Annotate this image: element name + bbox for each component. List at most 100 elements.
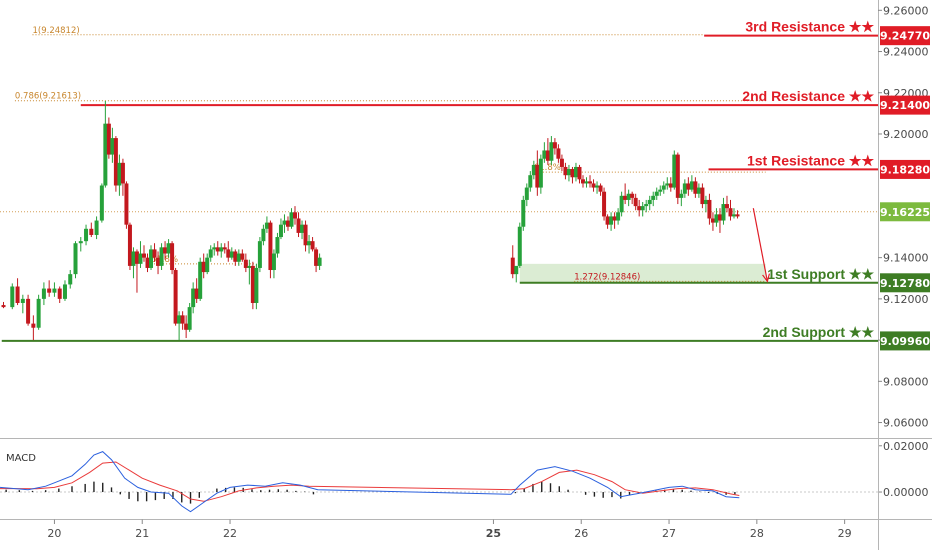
price-tick-label: 9.06000: [883, 417, 929, 430]
candle: [201, 253, 206, 279]
candle: [233, 249, 238, 266]
candle: [173, 267, 178, 326]
candle-body: [626, 193, 631, 200]
candle-body: [113, 138, 118, 186]
candle-body: [134, 251, 139, 264]
candle: [580, 175, 585, 188]
candle-body: [208, 249, 213, 258]
candle-body: [717, 214, 722, 221]
price-tag-box: [880, 159, 930, 179]
candle: [714, 208, 719, 227]
support-price-tag: 9.12780: [880, 273, 930, 293]
candle: [152, 243, 157, 262]
candle-body: [31, 323, 36, 328]
support-price-tag: 9.09960: [880, 331, 930, 351]
candle: [703, 195, 708, 213]
candle-body: [563, 166, 568, 176]
candle-body: [278, 224, 283, 238]
candle: [665, 177, 670, 190]
candle-body: [552, 142, 557, 149]
candle: [310, 237, 315, 252]
candle-body: [106, 123, 111, 155]
candle-body: [531, 164, 536, 176]
price-tag-text: 9.24770: [880, 30, 930, 43]
candle: [538, 154, 543, 194]
candle: [524, 183, 529, 207]
candle: [138, 241, 143, 268]
candle-body: [201, 261, 206, 273]
candle: [103, 100, 108, 188]
candle: [282, 214, 287, 233]
candle-body: [644, 204, 649, 207]
candle-body: [672, 154, 677, 188]
candle-body: [184, 323, 189, 330]
candle-body: [647, 199, 652, 205]
candle-body: [654, 191, 659, 196]
candle-body: [282, 220, 287, 225]
candle-body: [243, 259, 248, 268]
candle-body: [528, 175, 533, 188]
candle-body: [159, 247, 164, 266]
support-zone-rect: [519, 263, 766, 283]
price-tick-label: 9.08000: [883, 375, 929, 388]
candle-body: [556, 148, 561, 159]
candle: [317, 253, 322, 271]
macd-tick-label: 0.00000: [883, 486, 929, 499]
fib-level-label: 61.8%: [534, 163, 561, 173]
candle: [113, 136, 118, 192]
candle: [602, 187, 607, 221]
candle: [120, 158, 125, 196]
candle: [184, 315, 189, 339]
candle: [254, 263, 259, 310]
candle-body: [127, 224, 132, 266]
candle-body: [521, 199, 526, 227]
candle: [271, 249, 276, 279]
time-tick-label: 29: [838, 527, 852, 540]
price-tick-label: 9.14000: [883, 252, 929, 265]
candle: [510, 245, 515, 279]
candle: [651, 191, 656, 207]
candle-body: [296, 218, 301, 233]
candle-body: [254, 267, 259, 303]
candle-body: [180, 315, 185, 324]
candle-body: [219, 247, 224, 252]
candle-body: [250, 265, 255, 303]
candle-body: [317, 257, 322, 266]
candle-body: [73, 243, 78, 275]
candle: [605, 214, 610, 229]
candle-body: [637, 206, 642, 211]
candle: [134, 249, 139, 293]
candle-body: [163, 247, 168, 254]
candle-body: [545, 150, 550, 161]
candle-body: [117, 162, 122, 186]
candle-body: [41, 288, 46, 299]
candle: [700, 183, 705, 209]
candle-body: [616, 212, 621, 221]
candle: [212, 243, 217, 256]
current-price-tag: 9.16225: [880, 202, 930, 222]
candle-body: [120, 162, 125, 184]
candle: [293, 206, 298, 225]
candle: [616, 208, 621, 225]
price-tag-text: 9.09960: [880, 335, 930, 348]
candle: [180, 311, 185, 330]
candle-body: [524, 187, 529, 200]
candle-body: [303, 224, 308, 246]
candle: [707, 193, 712, 225]
candle-body: [591, 183, 596, 188]
candle-body: [138, 253, 143, 264]
price-tag-box: [880, 331, 930, 351]
candle: [570, 166, 575, 184]
price-tag-text: 9.21400: [880, 99, 930, 112]
candle-body: [651, 195, 656, 200]
candle-body: [170, 243, 175, 271]
candle-body: [300, 224, 305, 233]
candle: [1, 301, 6, 309]
time-tick-label: 28: [750, 527, 764, 540]
candle: [163, 241, 168, 260]
candle-body: [191, 288, 196, 308]
candle-body: [52, 288, 57, 293]
candle-body: [229, 251, 234, 258]
